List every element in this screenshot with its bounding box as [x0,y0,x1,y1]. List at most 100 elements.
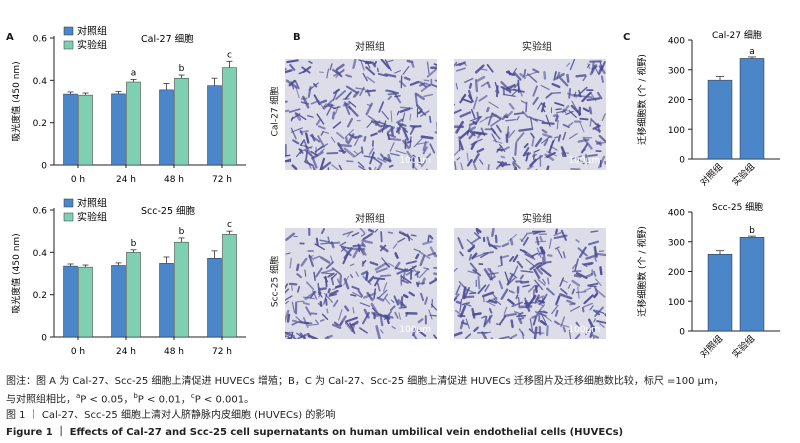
stained-cell [584,154,589,165]
stained-cell [378,101,385,113]
stained-cell [311,133,316,142]
chart-title: Cal-27 细胞 [141,33,194,45]
legend-swatch [63,198,74,208]
stained-cell [354,151,363,157]
figure-note: 图注：图 A 为 Cal-27、Scc-25 细胞上清促进 HUVECs 增殖；… [6,374,796,407]
stained-cell [397,237,406,243]
stained-cell [596,320,606,324]
y-tick-label: 0 [41,162,47,172]
stained-cell [518,305,533,309]
stained-cell [416,282,426,285]
stained-cell [455,67,466,72]
stained-cell [562,108,567,114]
stained-cell [419,81,428,88]
stained-cell [345,85,358,94]
stained-cell [377,125,389,133]
stained-cell [459,304,467,318]
stained-cell [589,117,593,127]
stained-cell [473,232,482,239]
stained-cell [541,313,552,322]
stained-cell [551,82,561,89]
stained-cell [595,278,602,287]
stained-cell [431,83,437,88]
stained-cell [540,293,548,305]
stained-cell [601,113,606,122]
stained-cell [454,293,460,302]
stained-cell [456,157,461,161]
stained-cell [412,333,418,339]
stained-cell [486,236,491,247]
stained-cell [487,112,494,126]
stained-cell [330,136,336,143]
stained-cell [396,118,404,124]
stained-cell [318,291,323,298]
stained-cell [529,158,537,167]
stained-cell [285,100,288,104]
stained-cell [307,114,314,118]
stained-cell [512,254,519,263]
stained-cell [322,130,330,134]
stained-cell [490,127,496,134]
stained-cell [379,274,392,278]
stained-cell [426,68,437,78]
stained-cell [306,159,312,169]
stained-cell [286,59,299,64]
stained-cell [351,285,360,291]
stained-cell [516,132,525,142]
y-axis-label: 吸光度值 (450 nm) [10,233,22,313]
stained-cell [285,69,293,74]
stained-cell [362,311,370,325]
stained-cell [556,119,559,130]
stained-cell [321,228,325,235]
stained-cell [433,334,437,339]
stained-cell [477,284,487,295]
stained-cell [347,117,354,128]
stained-cell [411,62,415,68]
stained-cell [492,140,503,144]
stained-cell [468,122,476,126]
stained-cell [321,313,329,320]
stained-cell [470,236,481,245]
bar [159,89,174,166]
stained-cell [459,298,463,312]
stained-cell [377,157,387,163]
stained-cell [511,301,523,308]
stained-cell [546,287,555,296]
stained-cell [574,333,581,339]
stained-cell [552,113,559,118]
stained-cell [566,62,571,67]
stained-cell [512,160,521,169]
stained-cell [391,325,396,330]
stained-cell [565,110,574,116]
stained-cell [559,277,565,287]
stained-cell [308,60,313,64]
significance-label: b [749,226,755,236]
x-tick-label: 24 h [116,347,136,357]
figure-title-en: Figure 1 ｜ Effects of Cal-27 and Scc-25 … [6,427,624,438]
bar [174,77,189,166]
stained-cell [532,96,539,105]
stained-cell [470,141,478,146]
stained-cell [516,260,524,269]
stained-cell [301,66,311,74]
x-tick-label: 0 h [71,175,85,185]
stained-cell [291,319,298,323]
x-tick-label: 48 h [164,347,184,357]
stained-cell [562,326,567,333]
stained-cell [507,70,512,76]
stained-cell [478,95,488,102]
stained-cell [532,68,540,74]
stained-cell [510,337,513,339]
bar [739,237,765,332]
stained-cell [288,108,301,113]
stained-cell [352,59,357,70]
stained-cell [501,113,508,120]
stained-cell [502,93,516,97]
stained-cell [543,71,547,80]
stained-cell [549,145,558,151]
stained-cell [505,119,517,122]
stained-cell [536,262,543,269]
stained-cell [500,146,510,152]
stained-cell [574,258,579,272]
stained-cell [341,245,350,250]
